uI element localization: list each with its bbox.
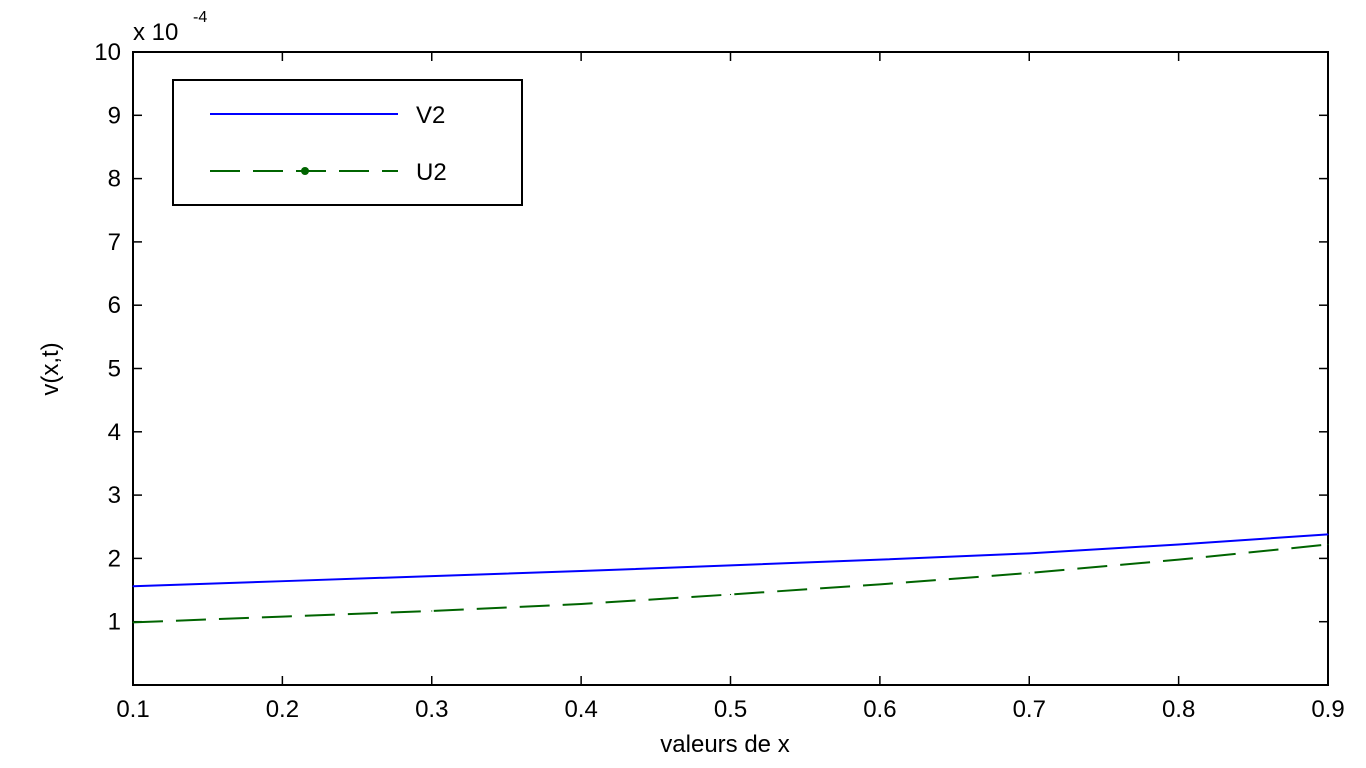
data-point-u2 [1327, 543, 1329, 546]
series-layer [132, 533, 1329, 624]
x-tick-label: 0.6 [863, 696, 896, 723]
data-point-u2 [580, 603, 582, 605]
y-tick-label: 4 [108, 419, 121, 446]
y-tick-label: 3 [108, 482, 121, 509]
x-tick-label: 0.5 [714, 696, 747, 723]
x-axis-label: valeurs de x [660, 731, 789, 758]
y-tick-label: 1 [108, 609, 121, 636]
x-tick-label: 0.9 [1311, 696, 1344, 723]
data-point-u2 [132, 621, 134, 623]
legend-label-u2: U2 [416, 159, 447, 186]
data-point-u2 [729, 593, 732, 596]
data-point-u2 [1028, 572, 1030, 574]
x-tick-label: 0.2 [266, 696, 299, 723]
data-point-u2 [879, 583, 881, 585]
data-point-v2 [431, 575, 433, 577]
x-tick-label: 0.8 [1162, 696, 1195, 723]
data-point-u2 [431, 610, 433, 612]
series-line-u2 [132, 543, 1329, 624]
x-tick-label: 0.4 [564, 696, 597, 723]
y-axis-ticks: 1 2 3 4 5 6 7 8 9 10 [94, 39, 1328, 636]
data-point-v2 [1327, 533, 1329, 535]
y-tick-label: 10 [94, 39, 121, 66]
legend-box [172, 79, 523, 206]
y-tick-label: 9 [108, 102, 121, 129]
legend-marker-u2 [301, 167, 309, 175]
x-tick-label: 0.7 [1013, 696, 1046, 723]
x-axis-ticks: 0.1 0.2 0.3 0.4 0.5 0.6 0.7 0.8 0.9 [116, 52, 1345, 723]
y-tick-label: 7 [108, 229, 121, 256]
y-axis-label: v(x,t) [37, 342, 64, 395]
y-multiplier-exponent: -4 [193, 9, 207, 26]
y-tick-label: 6 [108, 292, 121, 319]
data-point-v2 [281, 580, 283, 582]
x-tick-label: 0.3 [415, 696, 448, 723]
data-point-u2 [281, 616, 283, 618]
data-point-u2 [1178, 559, 1180, 561]
data-point-v2 [879, 559, 881, 561]
y-tick-label: 5 [108, 356, 121, 383]
data-point-v2 [729, 564, 732, 566]
y-tick-label: 8 [108, 166, 121, 193]
legend: V2 U2 [172, 79, 523, 206]
data-point-v2 [1178, 543, 1180, 546]
legend-label-v2: V2 [416, 102, 445, 129]
x-tick-label: 0.1 [116, 696, 149, 723]
data-point-v2 [580, 570, 582, 572]
y-tick-label: 2 [108, 545, 121, 572]
y-multiplier-base: x 10 [133, 19, 178, 46]
data-point-v2 [132, 585, 134, 587]
data-point-v2 [1028, 552, 1030, 554]
